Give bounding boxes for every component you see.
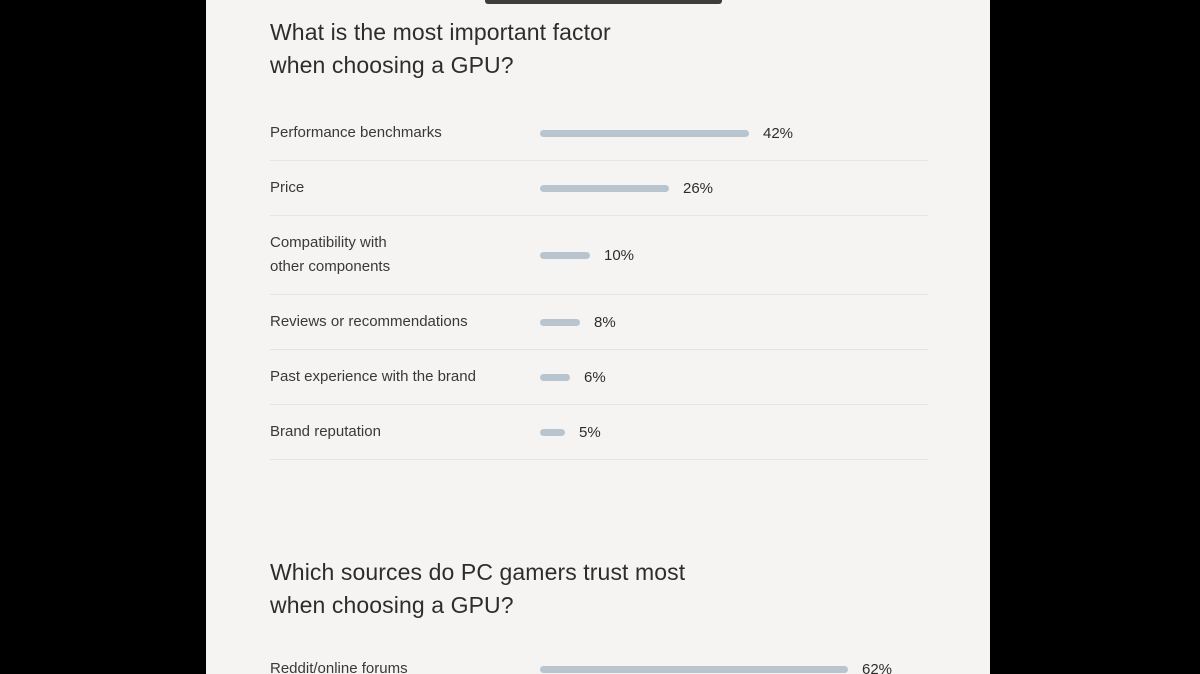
- row-bar: [540, 251, 590, 259]
- chart-title-line: when choosing a GPU?: [270, 592, 514, 618]
- survey-row: Performance benchmarks 42%: [270, 106, 928, 161]
- row-bar-group: 10%: [540, 247, 634, 264]
- row-label-line: Past experience with the brand: [270, 368, 476, 385]
- survey-list: Performance benchmarks 42% Price 26% Com…: [270, 106, 928, 460]
- row-bar: [540, 318, 580, 326]
- charts-root: What is the most important factor when ch…: [206, 0, 990, 674]
- row-label-line: Compatibility with: [270, 234, 387, 251]
- row-value: 8%: [594, 313, 616, 331]
- row-label: Performance benchmarks: [270, 121, 540, 145]
- survey-row: Price 26%: [270, 161, 928, 216]
- chart-section: Which sources do PC gamers trust most whe…: [270, 556, 928, 674]
- row-bar: [540, 373, 570, 381]
- row-label-line: Price: [270, 179, 305, 196]
- content-panel: What is the most important factor when ch…: [206, 0, 990, 674]
- top-accent-bar: [485, 0, 722, 4]
- row-label: Compatibility with other components: [270, 231, 540, 279]
- survey-row: Brand reputation 5%: [270, 405, 928, 460]
- survey-row: Reddit/online forums 62%: [270, 642, 928, 674]
- row-bar: [540, 665, 848, 673]
- row-bar-group: 5%: [540, 424, 601, 441]
- row-value: 5%: [579, 423, 601, 441]
- row-bar-group: 42%: [540, 125, 793, 142]
- chart-title-line: when choosing a GPU?: [270, 52, 514, 78]
- row-value: 26%: [683, 179, 714, 197]
- row-bar-group: 6%: [540, 369, 606, 386]
- row-label-line: other components: [270, 258, 391, 275]
- survey-row: Past experience with the brand 6%: [270, 350, 928, 405]
- row-value: 10%: [604, 246, 635, 264]
- row-bar: [540, 184, 669, 192]
- row-bar-group: 26%: [540, 180, 713, 197]
- row-label: Reviews or recommendations: [270, 310, 540, 334]
- chart-section: What is the most important factor when ch…: [270, 16, 928, 460]
- row-label-line: Reviews or recommendations: [270, 313, 468, 330]
- survey-list: Reddit/online forums 62%: [270, 642, 928, 674]
- row-value: 62%: [862, 660, 893, 674]
- chart-title-line: Which sources do PC gamers trust most: [270, 559, 686, 585]
- row-label: Reddit/online forums: [270, 657, 540, 674]
- row-label: Brand reputation: [270, 420, 540, 444]
- chart-title: What is the most important factor when ch…: [270, 16, 928, 82]
- row-bar-group: 62%: [540, 661, 892, 674]
- row-bar: [540, 428, 565, 436]
- row-label-line: Brand reputation: [270, 423, 381, 440]
- survey-row: Compatibility with other components 10%: [270, 216, 928, 295]
- chart-title-line: What is the most important factor: [270, 19, 611, 45]
- row-bar: [540, 129, 749, 137]
- row-label-line: Performance benchmarks: [270, 124, 442, 141]
- row-label: Past experience with the brand: [270, 365, 540, 389]
- row-label: Price: [270, 176, 540, 200]
- row-value: 42%: [763, 124, 794, 142]
- survey-row: Reviews or recommendations 8%: [270, 295, 928, 350]
- row-value: 6%: [584, 368, 606, 386]
- row-bar-group: 8%: [540, 314, 616, 331]
- chart-title: Which sources do PC gamers trust most whe…: [270, 556, 928, 622]
- row-label-line: Reddit/online forums: [270, 660, 408, 674]
